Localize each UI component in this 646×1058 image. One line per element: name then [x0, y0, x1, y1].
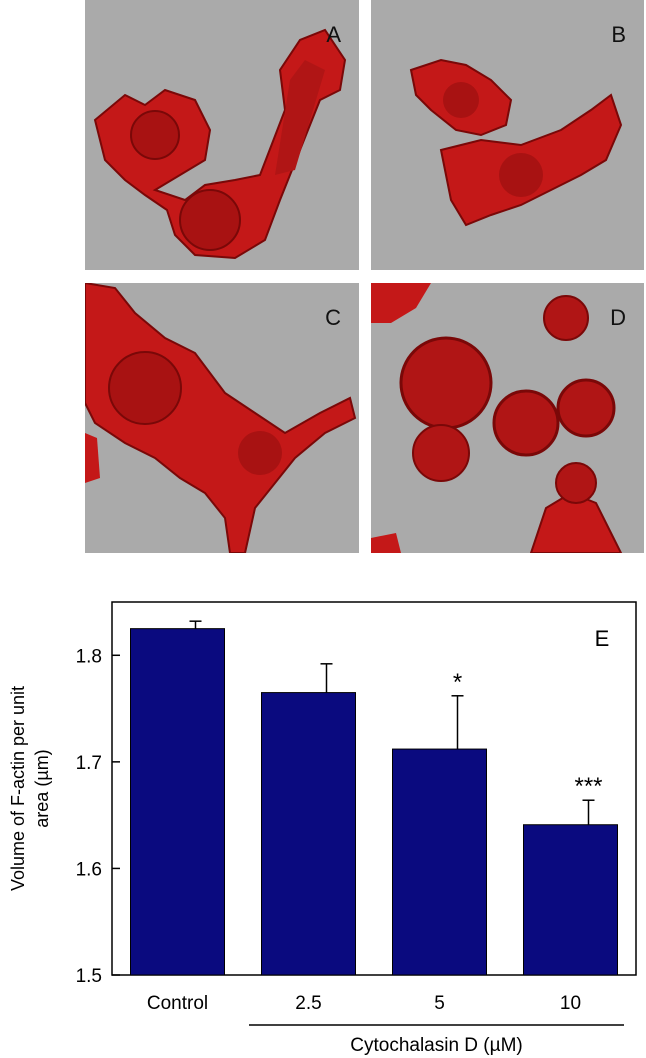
x-tick-label: 10 — [560, 993, 581, 1014]
panel-label-d: D — [610, 305, 626, 330]
y-axis-label-line: Volume of F-actin per unit — [8, 686, 28, 891]
bar-1 — [130, 628, 225, 976]
x-tick-label: 2.5 — [295, 993, 321, 1014]
plot-frame — [111, 601, 637, 976]
cell-render-c — [85, 283, 357, 553]
cell-render-b — [409, 58, 623, 227]
micrograph-panel-b: B — [371, 0, 644, 270]
x-tick-label: Control — [147, 993, 208, 1014]
y-tick-label: 1.8 — [76, 646, 102, 667]
micrograph-panel-a: A — [85, 0, 359, 270]
y-tick-label: 1.6 — [76, 859, 102, 880]
chart-axes: 1.5 1.6 1.7 1.8 — [76, 601, 637, 987]
bar-series — [130, 620, 618, 976]
x-axis-label: Cytochalasin D (µM) — [350, 1035, 522, 1056]
panel-label-b: B — [611, 22, 626, 47]
y-axis-label: Volume of F-actin per unit area (µm) — [8, 686, 52, 891]
significance-marker: *** — [574, 773, 602, 800]
bar-4 — [523, 824, 618, 976]
significance-marker: * — [453, 669, 462, 696]
bar-3 — [392, 748, 487, 976]
cell-render-d — [371, 283, 623, 553]
y-tick-label: 1.7 — [76, 753, 102, 774]
panel-label-c: C — [325, 305, 341, 330]
bar-chart: Volume of F-actin per unit area (µm) 1.51… — [8, 601, 637, 1056]
chart-labels: Control 2.5 * 5 *** 10 E Cytochalasin D (µM) — [147, 626, 624, 1056]
micrograph-panel-d: D — [371, 283, 644, 553]
panel-label-e: E — [595, 626, 610, 651]
x-tick-label: 5 — [434, 993, 445, 1014]
bar-2 — [261, 692, 356, 976]
y-axis-label-line: area (µm) — [32, 749, 52, 827]
cell-render-a — [93, 28, 347, 260]
panel-label-a: A — [326, 22, 341, 47]
micrograph-panel-c: C — [85, 283, 359, 553]
y-tick-label: 1.5 — [76, 966, 102, 987]
